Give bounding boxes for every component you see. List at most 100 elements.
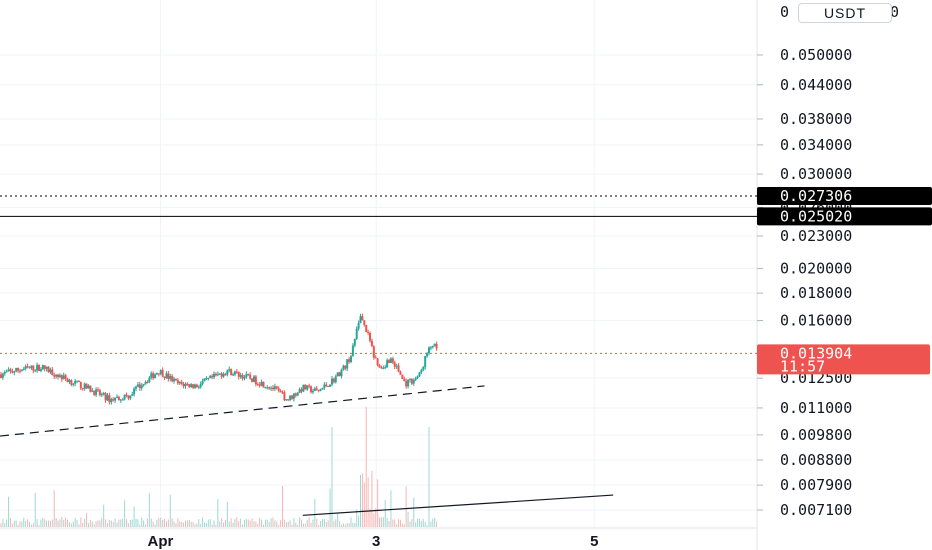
candle-body xyxy=(315,388,318,390)
candle-body xyxy=(53,375,56,377)
candle-body xyxy=(207,378,210,380)
trend-line-dashed[interactable] xyxy=(0,385,485,437)
volume-bar xyxy=(396,524,398,527)
candle-body xyxy=(329,384,332,387)
candle-body xyxy=(176,380,179,384)
volume-bar xyxy=(46,520,48,527)
volume-bar xyxy=(42,517,44,527)
volume-bar xyxy=(221,518,223,527)
candle-body xyxy=(136,384,139,387)
volume-bar xyxy=(103,504,105,527)
candle-body xyxy=(380,367,383,369)
volume-bar xyxy=(238,521,240,527)
candle-body xyxy=(3,372,6,374)
candle-body xyxy=(359,316,362,324)
volume-bar xyxy=(361,473,363,527)
candle-body xyxy=(291,395,294,399)
volume-bar xyxy=(59,519,61,527)
candle-body xyxy=(83,383,86,389)
candle-body xyxy=(389,358,392,363)
candle-body xyxy=(20,369,23,371)
y-tick-label: 0.038000 xyxy=(780,110,852,128)
current-price-tag xyxy=(757,344,930,375)
candle-body xyxy=(201,381,204,384)
candle-body xyxy=(173,378,176,382)
candle-body xyxy=(294,393,297,396)
candle-body xyxy=(306,385,309,390)
candle-body xyxy=(399,371,402,375)
candle-body xyxy=(165,373,168,378)
candle-body xyxy=(353,338,356,346)
candle-body xyxy=(197,386,200,388)
trend-line-solid[interactable] xyxy=(302,494,614,516)
volume-bar xyxy=(202,517,204,527)
candle-body xyxy=(302,384,305,392)
candle-body xyxy=(308,385,311,387)
candle-body xyxy=(370,340,373,347)
candle-body xyxy=(213,373,216,378)
candle-body xyxy=(243,377,246,379)
candle-body xyxy=(24,366,27,369)
y-tick-label: 0.050000 xyxy=(780,46,852,64)
candle-body xyxy=(171,376,174,382)
volume-bar xyxy=(380,517,382,527)
y-tick-label-edge: 0 xyxy=(780,3,789,21)
candle-body xyxy=(298,389,301,394)
candle-body xyxy=(144,381,147,385)
volume-bar xyxy=(183,522,185,527)
x-tick-label: 5 xyxy=(590,533,598,550)
candle-body xyxy=(142,384,145,386)
candle-body xyxy=(28,367,31,369)
candle-body xyxy=(98,390,101,396)
price-axis[interactable]: 0.050000 0.044000 0.038000 0.034000 0.030000… xyxy=(757,3,932,519)
volume-bar xyxy=(354,523,356,527)
volume-bar xyxy=(177,518,179,527)
candle-body xyxy=(313,388,316,391)
candle-body xyxy=(218,373,221,375)
candle-body xyxy=(39,369,42,371)
volume-bar xyxy=(282,486,284,527)
candle-body xyxy=(235,371,238,373)
volume-bar xyxy=(211,524,213,527)
volume-bar xyxy=(327,520,329,527)
volume-bar xyxy=(205,523,207,527)
volume-bar xyxy=(196,523,198,527)
volume-bar xyxy=(171,518,173,527)
candle-body xyxy=(186,383,189,385)
currency-selector-button[interactable]: USDT xyxy=(798,3,892,23)
volume-bar xyxy=(350,517,352,527)
candle-body xyxy=(407,379,410,387)
candle-body xyxy=(249,374,252,379)
candle-body xyxy=(81,388,84,390)
candle-body xyxy=(433,343,436,346)
candle-body xyxy=(51,369,54,376)
volume-bar xyxy=(367,477,369,527)
volume-bar xyxy=(428,427,430,527)
candle-body xyxy=(283,392,286,401)
time-axis[interactable]: Apr 3 5 xyxy=(148,533,599,550)
candle-body xyxy=(369,333,372,341)
candle-body xyxy=(245,374,248,378)
volume-bar xyxy=(261,519,263,527)
candle-body xyxy=(258,384,261,386)
candle-body xyxy=(247,374,250,376)
volume-bar xyxy=(245,519,247,527)
volume-bar xyxy=(49,521,51,527)
candle-body xyxy=(68,380,71,382)
volume-bar xyxy=(247,519,249,527)
volume-bar xyxy=(84,518,86,527)
candle-body xyxy=(30,365,33,368)
volume-bar xyxy=(377,479,379,527)
volume-bar xyxy=(432,518,434,527)
candle-body xyxy=(256,384,259,386)
candle-body xyxy=(211,375,214,378)
x-tick-label: Apr xyxy=(148,533,174,550)
volume-bar xyxy=(249,520,251,527)
candle-body xyxy=(17,367,20,371)
candle-body xyxy=(110,399,113,403)
volume-bar xyxy=(224,519,226,527)
volume-bar xyxy=(409,521,411,527)
volume-bar xyxy=(17,524,19,527)
candle-body xyxy=(264,387,267,389)
